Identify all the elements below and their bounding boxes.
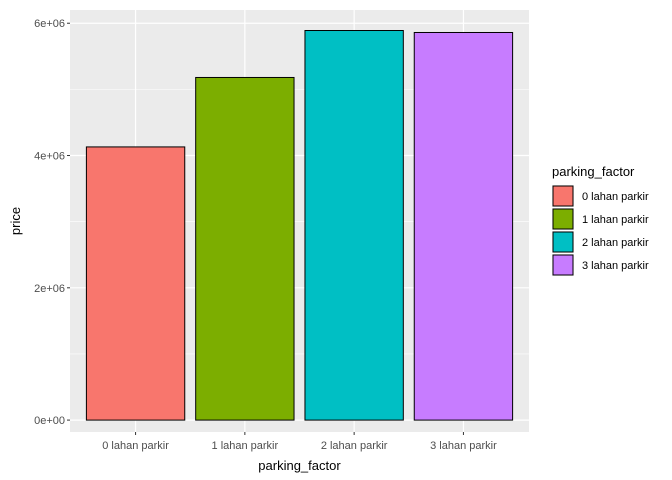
legend-swatch bbox=[552, 231, 574, 253]
y-tick-label: 6e+06 bbox=[34, 18, 65, 30]
x-tick-label: 1 lahan parkir bbox=[212, 440, 279, 452]
y-tick-label: 4e+06 bbox=[34, 151, 65, 163]
bars bbox=[85, 30, 514, 421]
x-tick-label: 3 lahan parkir bbox=[430, 440, 497, 452]
x-tick-label: 2 lahan parkir bbox=[321, 440, 388, 452]
legend-title: parking_factor bbox=[552, 164, 635, 179]
x-axis: 0 lahan parkir 1 lahan parkir 2 lahan park… bbox=[102, 432, 497, 452]
legend-swatch bbox=[552, 208, 574, 230]
legend-label: 1 lahan parkir bbox=[582, 214, 649, 226]
x-tick-label: 0 lahan parkir bbox=[102, 440, 169, 452]
bar-0-lahan-parkir bbox=[85, 146, 186, 421]
legend-label: 3 lahan parkir bbox=[582, 260, 649, 272]
bar-1-lahan-parkir bbox=[195, 76, 295, 421]
legend-swatch bbox=[552, 254, 574, 276]
y-tick-label: 0e+00 bbox=[34, 415, 65, 427]
legend-label: 2 lahan parkir bbox=[582, 237, 649, 249]
y-axis-title: price bbox=[8, 207, 23, 235]
bar-3-lahan-parkir bbox=[413, 31, 514, 421]
legend: parking_factor 0 lahan parkir 1 lahan par… bbox=[552, 164, 649, 276]
bar-2-lahan-parkir bbox=[304, 30, 404, 421]
legend-label: 0 lahan parkir bbox=[582, 191, 649, 203]
y-tick-label: 2e+06 bbox=[34, 283, 65, 295]
legend-swatch bbox=[552, 185, 574, 207]
x-axis-title: parking_factor bbox=[258, 458, 341, 473]
legend-items: 0 lahan parkir 1 lahan parkir 2 lahan park… bbox=[552, 185, 649, 276]
y-axis: 0e+00 2e+06 4e+06 6e+06 bbox=[34, 18, 70, 427]
